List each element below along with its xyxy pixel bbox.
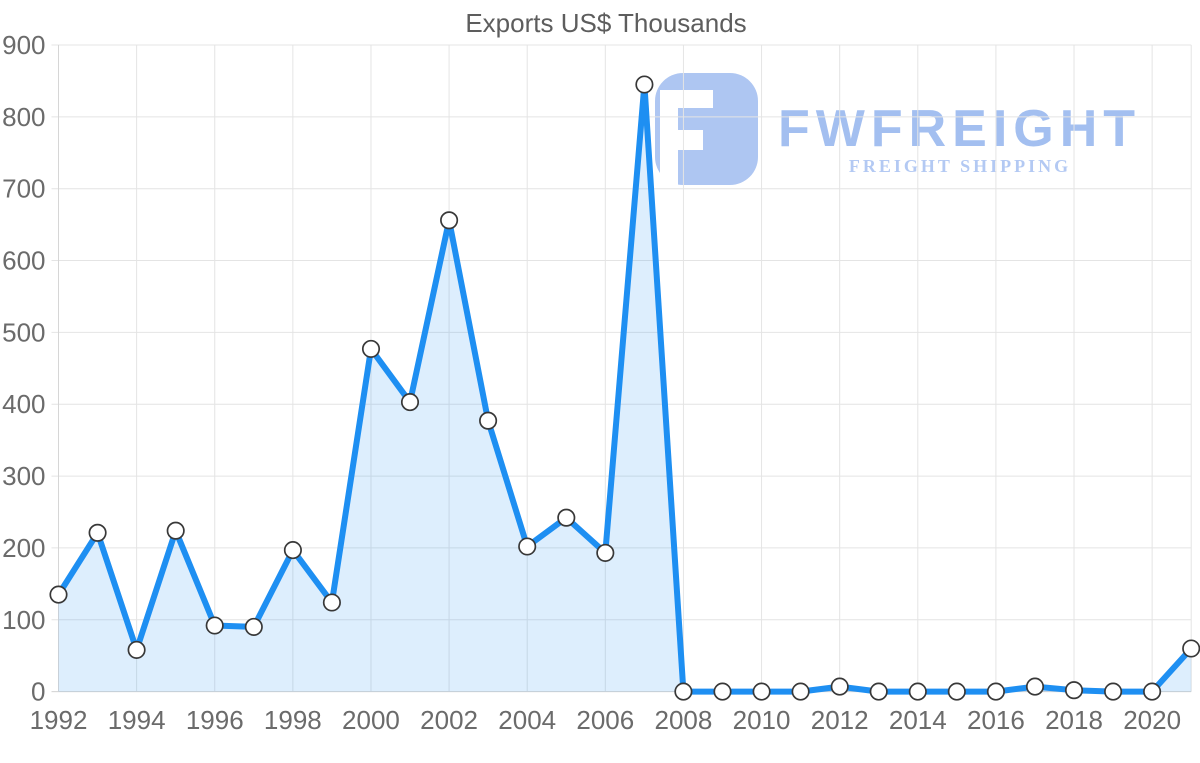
x-axis-label: 2000 (342, 705, 400, 735)
data-point-marker (361, 339, 381, 358)
data-point-marker (205, 616, 224, 635)
data-point-marker (400, 393, 420, 412)
x-axis-label: 2006 (576, 705, 634, 735)
x-axis-label: 2020 (1123, 705, 1181, 735)
data-point-marker (479, 411, 498, 430)
x-axis-label: 1994 (108, 705, 166, 735)
y-axis-label: 300 (2, 461, 45, 491)
y-axis-label: 100 (2, 605, 45, 635)
x-axis-label: 1998 (264, 705, 322, 735)
data-point-marker (791, 682, 810, 701)
data-point-marker (674, 682, 693, 701)
data-point-marker (166, 521, 185, 540)
data-point-marker (947, 682, 966, 701)
data-point-marker (1064, 681, 1084, 700)
data-point-marker (635, 75, 654, 94)
data-point-marker (518, 537, 537, 556)
y-axis-label: 800 (2, 102, 45, 132)
data-point-marker (127, 640, 146, 659)
data-point-marker (869, 682, 888, 701)
data-point-marker (1104, 682, 1123, 701)
data-point-marker (244, 617, 263, 636)
x-axis-label: 1996 (186, 705, 244, 735)
data-point-marker (49, 585, 68, 604)
data-point-marker (283, 541, 302, 560)
x-axis-label: 2012 (811, 705, 869, 735)
y-axis-label: 0 (31, 677, 45, 707)
data-point-marker (440, 211, 459, 230)
x-axis-label: 2016 (967, 705, 1025, 735)
data-point-marker (752, 682, 771, 701)
data-point-marker (830, 677, 849, 696)
y-axis-label: 400 (2, 389, 45, 419)
x-axis-label: 2008 (655, 705, 713, 735)
data-point-marker (557, 508, 576, 527)
data-point-marker (88, 523, 107, 542)
x-axis-label: 2018 (1045, 705, 1103, 735)
x-axis-label: 1992 (30, 705, 88, 735)
area-fill (58, 84, 1192, 692)
x-axis-label: 2010 (733, 705, 791, 735)
data-point-marker (908, 682, 927, 701)
y-axis-label: 600 (2, 246, 45, 276)
y-axis-label: 700 (2, 174, 45, 204)
x-axis-label: 2002 (420, 705, 478, 735)
y-axis-label: 200 (2, 533, 45, 563)
chart-title: Exports US$ Thousands (465, 8, 747, 38)
data-point-marker (1143, 682, 1162, 701)
data-point-marker (1025, 677, 1045, 696)
data-point-marker (713, 682, 732, 701)
data-point-marker (1182, 639, 1200, 658)
y-axis-label: 900 (2, 30, 45, 60)
y-axis-label: 500 (2, 317, 45, 347)
data-point-marker (596, 543, 615, 562)
x-axis-label: 2004 (498, 705, 556, 735)
data-point-marker (322, 593, 341, 612)
data-point-marker (986, 682, 1005, 701)
x-axis-label: 2014 (889, 705, 947, 735)
